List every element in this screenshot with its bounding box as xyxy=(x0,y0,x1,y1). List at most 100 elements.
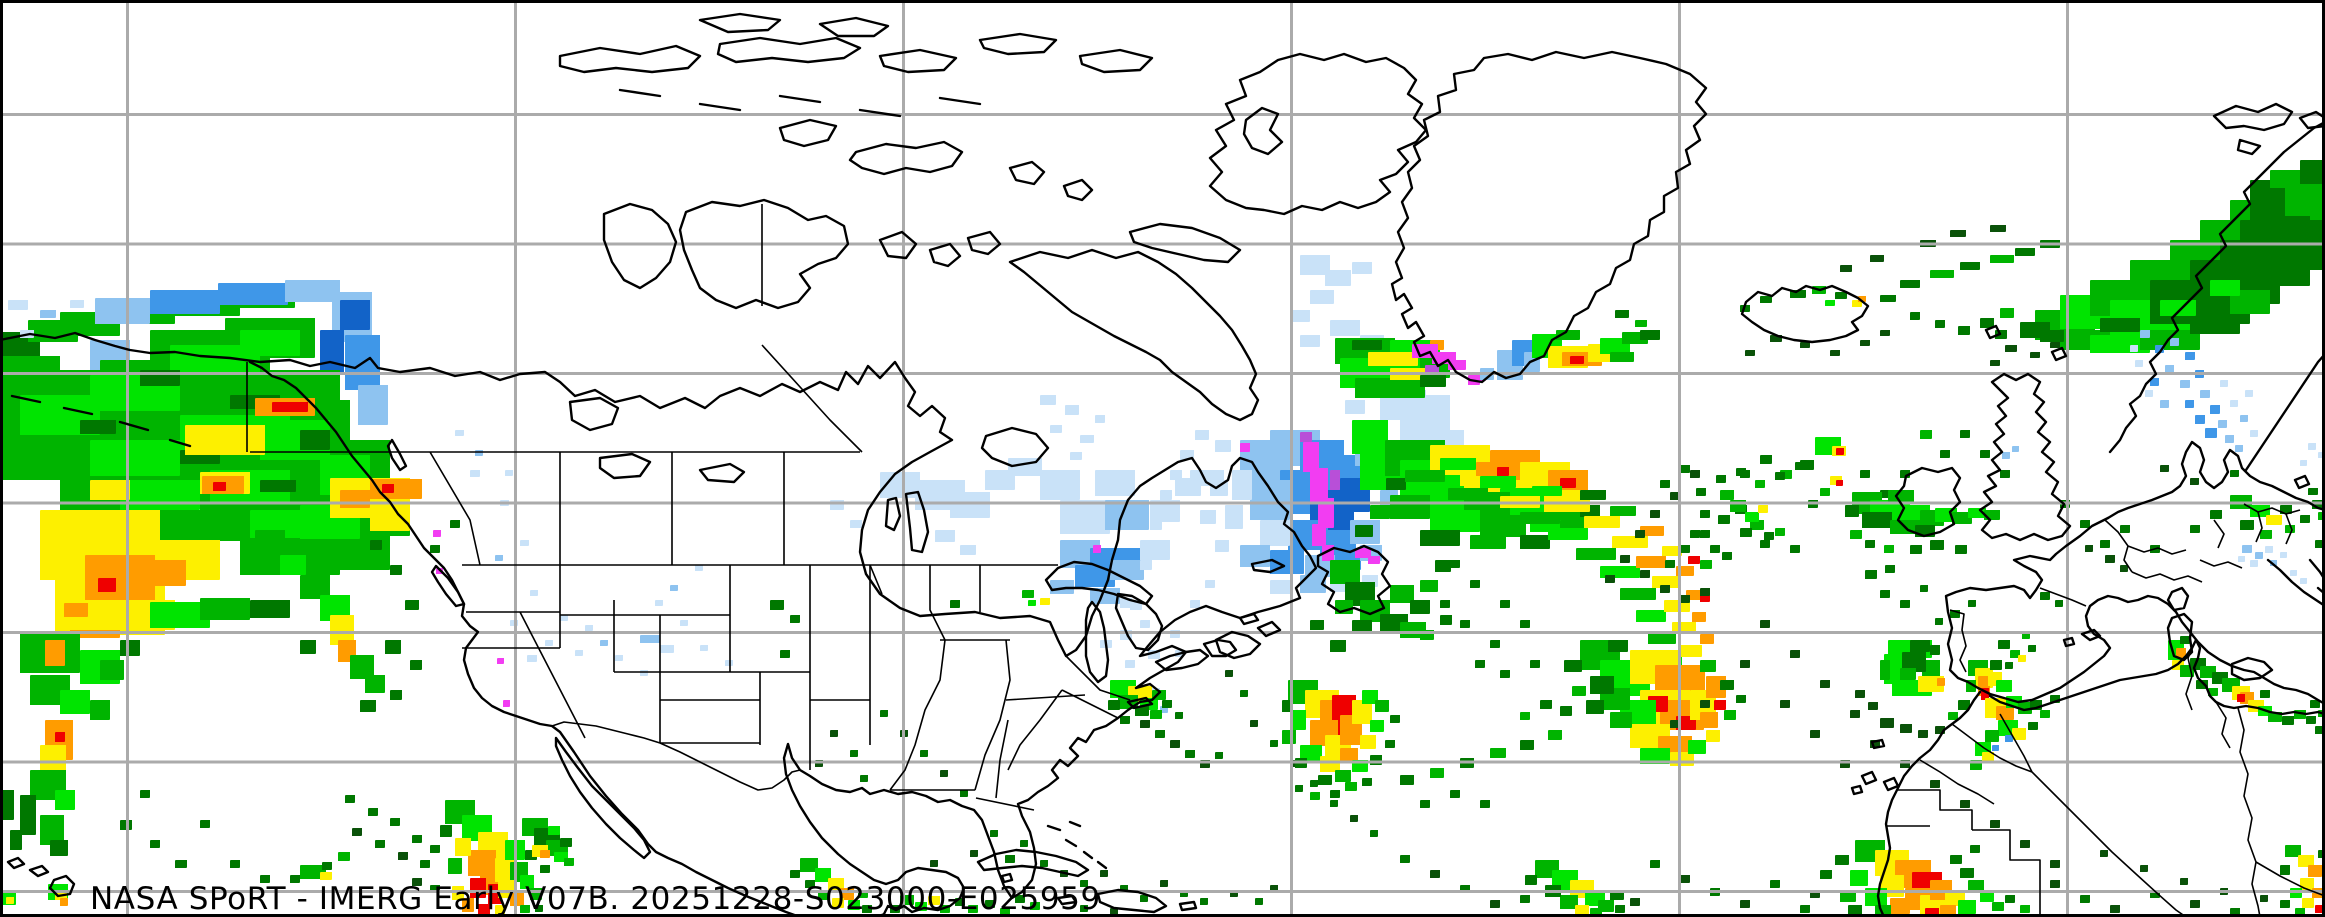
precip-cell xyxy=(1850,870,1868,886)
precip-cell xyxy=(850,750,858,757)
coastline-greenland xyxy=(1390,50,1708,384)
precip-cell xyxy=(98,578,116,592)
precip-cell xyxy=(2218,420,2227,428)
precip-cell xyxy=(850,520,862,528)
precip-cell xyxy=(2000,308,2014,318)
precip-cell xyxy=(1680,545,1690,553)
precip-cell xyxy=(1386,478,1406,490)
precip-cell xyxy=(300,430,330,450)
precip-cell xyxy=(150,840,160,848)
precip-cell xyxy=(2270,170,2300,188)
precip-cell xyxy=(2150,378,2159,386)
precip-cell xyxy=(1005,855,1015,863)
precip-cell xyxy=(350,655,374,679)
precip-cell xyxy=(1996,680,2012,692)
precip-cell xyxy=(2230,400,2238,407)
precip-cell xyxy=(398,852,408,860)
precip-cell xyxy=(530,590,538,596)
precip-cell xyxy=(1722,552,1732,560)
precip-cell xyxy=(1525,875,1537,885)
precip-cell xyxy=(2145,390,2153,397)
precip-cell xyxy=(368,808,378,816)
precip-cell xyxy=(412,835,422,843)
precip-cell xyxy=(1572,686,1586,696)
precip-cell xyxy=(2208,688,2218,696)
precip-cell xyxy=(1940,450,1950,458)
precip-cell xyxy=(2005,345,2017,352)
precip-cell xyxy=(2195,415,2205,424)
precip-cell xyxy=(90,480,130,500)
precip-cell xyxy=(213,482,226,491)
precip-cell xyxy=(1375,700,1389,712)
precip-cell xyxy=(1295,785,1303,792)
precip-cell xyxy=(55,732,65,742)
precip-cell xyxy=(1720,680,1734,690)
precip-cell xyxy=(1450,560,1460,568)
precip-cell xyxy=(1688,740,1706,754)
precip-cell xyxy=(1982,752,1994,762)
precip-cell xyxy=(1835,292,1847,299)
precip-cell xyxy=(1190,600,1200,608)
precip-cell xyxy=(1865,540,1875,548)
precip-cell xyxy=(1670,492,1680,500)
precip-cell xyxy=(20,795,36,835)
precip-cell xyxy=(2028,722,2038,730)
precip-cell xyxy=(2005,735,2013,742)
lake-great-bear xyxy=(568,396,620,432)
precip-cell xyxy=(1476,462,1498,476)
precip-cell xyxy=(1696,488,1706,496)
precip-cell xyxy=(2210,280,2240,296)
precip-cell xyxy=(564,858,574,866)
precip-cell xyxy=(2050,342,2060,348)
precip-cell xyxy=(1520,620,1530,628)
precip-cell xyxy=(1880,660,1890,680)
precip-cell xyxy=(1090,588,1120,604)
precip-cell xyxy=(1584,516,1620,528)
precip-cell xyxy=(2308,443,2316,450)
lake-huron xyxy=(1114,592,1164,652)
precip-cell xyxy=(1935,320,1945,328)
precip-cell xyxy=(1080,435,1094,443)
precip-cell xyxy=(85,555,155,610)
precip-cell xyxy=(1410,600,1430,614)
precip-cell xyxy=(1140,720,1150,728)
precip-cell xyxy=(1968,600,1976,607)
precip-cell xyxy=(2230,470,2239,477)
precip-cell xyxy=(1692,612,1706,622)
coastline-scandinavia xyxy=(2106,440,2325,520)
precip-cell xyxy=(1665,560,1675,568)
precip-cell xyxy=(1820,680,1830,688)
precip-cell xyxy=(1448,488,1488,500)
precip-cell xyxy=(8,300,28,310)
precip-cell xyxy=(1836,448,1844,455)
precip-cell xyxy=(1425,365,1439,373)
precip-cell xyxy=(990,830,998,837)
precip-cell xyxy=(1652,576,1680,588)
precip-cell xyxy=(1215,440,1231,452)
precip-cell xyxy=(1670,752,1694,766)
precip-cell xyxy=(1710,545,1720,553)
precip-cell xyxy=(2110,905,2120,913)
precip-cell xyxy=(1440,458,1476,470)
precip-cell xyxy=(832,898,844,908)
precip-cell xyxy=(1075,565,1115,587)
precip-cell xyxy=(1580,490,1606,500)
precip-cell xyxy=(1440,600,1450,608)
precip-cell xyxy=(640,670,648,676)
precip-cell xyxy=(1900,280,1920,288)
precip-cell xyxy=(2225,435,2234,443)
precip-cell xyxy=(2250,560,2258,567)
precip-cell xyxy=(1650,332,1660,339)
precip-cell xyxy=(1405,470,1445,482)
precip-cell xyxy=(1370,720,1384,732)
island-axel-heiberg xyxy=(1242,106,1284,156)
precip-cell xyxy=(1480,476,1516,488)
coastline-west-europe xyxy=(1944,516,2325,706)
precip-cell xyxy=(1700,660,1716,672)
precip-cell xyxy=(2250,430,2258,437)
precip-cell xyxy=(655,600,663,606)
precip-cell xyxy=(1575,905,1589,915)
precip-cell xyxy=(1840,265,1852,272)
precip-cell xyxy=(1850,530,1862,539)
